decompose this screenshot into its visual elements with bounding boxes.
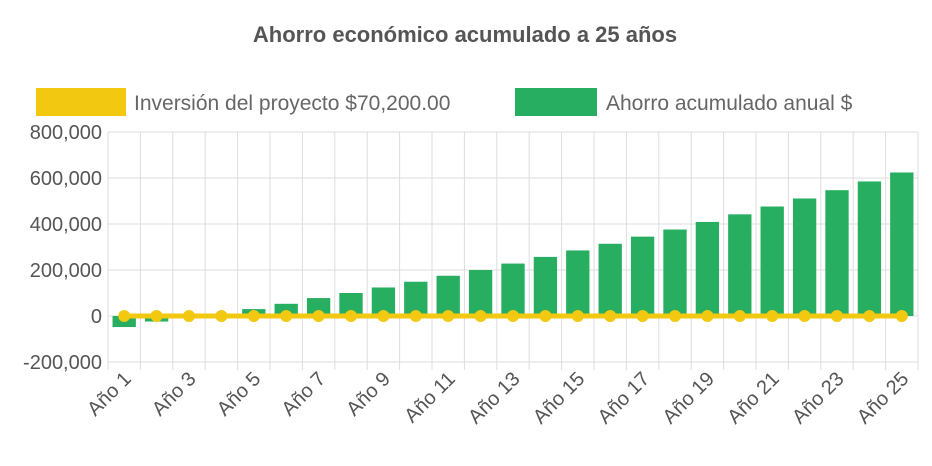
- x-tick-label: Año 3: [148, 368, 201, 421]
- x-axis-ticks: Año 1 Año 3 Año 5 Año 7 Año 9 Año 11 Año 13 Año…: [83, 368, 913, 428]
- bar: [890, 172, 914, 316]
- legend-swatch-ahorro: [515, 88, 597, 116]
- y-tick-label: 400,000: [30, 214, 102, 236]
- line-point: [215, 310, 228, 322]
- x-tick-label: Año 7: [278, 368, 331, 421]
- x-tick-label: Año 5: [213, 368, 266, 421]
- bar: [695, 221, 720, 316]
- line-point: [798, 310, 811, 322]
- line-point: [312, 310, 325, 322]
- grid: [107, 131, 919, 370]
- bar: [339, 293, 363, 316]
- bar: [728, 214, 752, 316]
- line-point: [247, 310, 260, 322]
- bar: [857, 181, 882, 316]
- x-tick-label: Año 11: [400, 368, 459, 427]
- y-tick-label: -200,000: [23, 352, 102, 374]
- y-tick-label: 800,000: [30, 122, 102, 144]
- line-point: [118, 310, 131, 322]
- bar: [274, 303, 298, 316]
- x-tick-label: Año 9: [342, 368, 395, 421]
- bar: [792, 198, 817, 316]
- line-point: [183, 310, 195, 322]
- line-point: [701, 310, 714, 322]
- legend: Inversión del proyecto $70,200.00 Ahorro…: [36, 88, 853, 116]
- x-tick-label: Año 15: [529, 368, 589, 428]
- line-point: [571, 310, 584, 322]
- x-tick-label: Año 21: [723, 368, 783, 428]
- line-point: [895, 310, 908, 322]
- bar: [760, 206, 784, 316]
- line-series: [118, 310, 908, 322]
- x-tick-label: Año 25: [853, 368, 913, 428]
- bar: [598, 243, 622, 316]
- legend-item-ahorro[interactable]: Ahorro acumulado anual $: [515, 88, 853, 116]
- line-point: [539, 310, 552, 322]
- legend-label-ahorro: Ahorro acumulado anual $: [606, 92, 853, 115]
- bar: [533, 256, 558, 316]
- x-tick-label: Año 17: [594, 368, 654, 428]
- line-point: [409, 310, 422, 322]
- line-point: [377, 310, 390, 322]
- line-point: [442, 310, 455, 322]
- x-tick-label: Año 23: [788, 368, 848, 428]
- line-point: [831, 310, 843, 322]
- bar: [404, 281, 428, 316]
- bar: [436, 275, 460, 316]
- bar: [825, 190, 849, 316]
- line-point: [474, 310, 487, 322]
- line-point: [604, 310, 617, 322]
- line-point: [345, 310, 357, 322]
- y-axis-ticks: 800,000 600,000 400,000 200,000 0 -200,000: [23, 122, 102, 374]
- y-tick-label: 200,000: [30, 260, 102, 282]
- bar-series: [112, 172, 914, 328]
- line-point: [863, 310, 876, 322]
- legend-label-inversion: Inversión del proyecto $70,200.00: [134, 92, 450, 115]
- x-tick-label: Año 13: [464, 368, 524, 428]
- line-point: [733, 310, 746, 322]
- bar: [468, 270, 493, 316]
- legend-item-inversion[interactable]: Inversión del proyecto $70,200.00: [36, 88, 450, 116]
- line-point: [507, 310, 519, 322]
- chart-title: Ahorro económico acumulado a 25 años: [253, 22, 677, 47]
- bar: [501, 263, 525, 316]
- line-point: [280, 310, 293, 322]
- y-tick-label: 600,000: [30, 168, 102, 190]
- x-tick-label: Año 1: [83, 368, 136, 421]
- bar: [663, 229, 687, 316]
- bar: [371, 287, 396, 316]
- bar: [630, 236, 655, 316]
- bar: [306, 298, 331, 316]
- line-point: [766, 310, 779, 322]
- legend-swatch-inversion: [36, 88, 126, 116]
- line-point: [636, 310, 649, 322]
- line-point: [150, 310, 163, 322]
- line-point: [669, 310, 681, 322]
- y-tick-label: 0: [91, 306, 102, 328]
- bar: [566, 250, 590, 316]
- x-tick-label: Año 19: [659, 368, 719, 428]
